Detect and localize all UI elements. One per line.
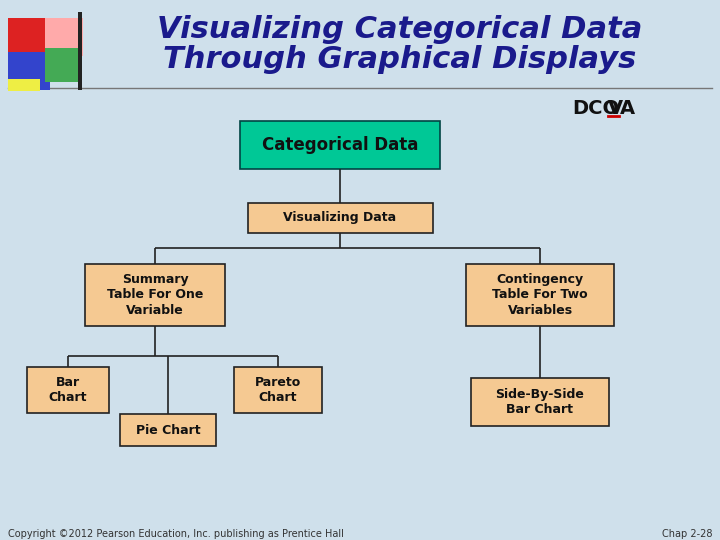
Bar — [8, 18, 50, 60]
Bar — [8, 52, 50, 90]
Text: Copyright ©2012 Pearson Education, Inc. publishing as Prentice Hall: Copyright ©2012 Pearson Education, Inc. … — [8, 529, 344, 539]
Bar — [8, 79, 40, 91]
FancyBboxPatch shape — [85, 264, 225, 326]
Text: A: A — [620, 98, 635, 118]
Text: Side-By-Side
Bar Chart: Side-By-Side Bar Chart — [495, 388, 585, 416]
Text: DCO: DCO — [572, 98, 619, 118]
Text: Chap 2-28: Chap 2-28 — [662, 529, 712, 539]
Text: Bar
Chart: Bar Chart — [49, 376, 87, 404]
Bar — [45, 18, 83, 56]
FancyBboxPatch shape — [120, 414, 216, 446]
Bar — [45, 48, 81, 82]
Text: Pareto
Chart: Pareto Chart — [255, 376, 301, 404]
FancyBboxPatch shape — [234, 367, 322, 413]
Text: Pie Chart: Pie Chart — [135, 423, 200, 436]
Text: V: V — [608, 98, 623, 118]
FancyBboxPatch shape — [27, 367, 109, 413]
Text: Through Graphical Displays: Through Graphical Displays — [163, 45, 636, 75]
Text: Categorical Data: Categorical Data — [262, 136, 418, 154]
Text: Visualizing Data: Visualizing Data — [284, 212, 397, 225]
Bar — [78, 12, 82, 90]
FancyBboxPatch shape — [240, 121, 440, 169]
FancyBboxPatch shape — [471, 378, 609, 426]
FancyBboxPatch shape — [466, 264, 614, 326]
Text: Summary
Table For One
Variable: Summary Table For One Variable — [107, 273, 203, 317]
Text: Contingency
Table For Two
Variables: Contingency Table For Two Variables — [492, 273, 588, 317]
FancyBboxPatch shape — [248, 203, 433, 233]
Text: Visualizing Categorical Data: Visualizing Categorical Data — [157, 16, 643, 44]
